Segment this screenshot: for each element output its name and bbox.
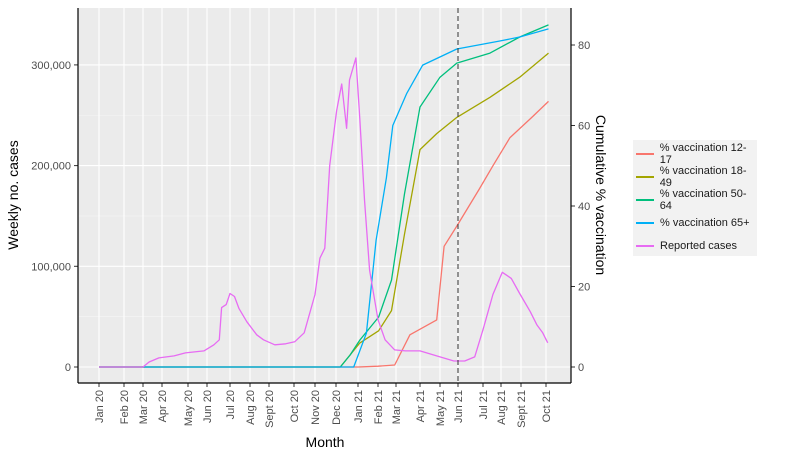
x-tick-label: Aug 21 bbox=[496, 390, 508, 425]
legend-item: Reported cases bbox=[633, 237, 737, 255]
x-tick-label: Jan 21 bbox=[353, 390, 365, 423]
x-tick-label: Apr 20 bbox=[157, 390, 169, 422]
x-tick-label: Jun 21 bbox=[453, 390, 465, 423]
x-tick-label: Mar 21 bbox=[391, 390, 403, 424]
y-axis-left-title: Weekly no. cases bbox=[5, 140, 21, 249]
legend-key bbox=[636, 176, 654, 178]
x-tick-label: Jun 20 bbox=[202, 390, 214, 423]
y-tick-label-left: 300,000 bbox=[31, 60, 71, 72]
legend-item: % vaccination 12-17 bbox=[633, 142, 757, 166]
legend-label: % vaccination 50-64 bbox=[659, 188, 747, 212]
x-axis-title: Month bbox=[306, 434, 345, 450]
x-tick-label: Oct 21 bbox=[541, 390, 553, 422]
y-tick-label-right: 20 bbox=[578, 282, 590, 294]
x-tick-label: Jul 20 bbox=[225, 390, 237, 419]
plot-panel bbox=[78, 8, 571, 383]
legend-key bbox=[636, 245, 654, 247]
x-tick-label: Dec 20 bbox=[331, 390, 343, 425]
legend-item: % vaccination 50-64 bbox=[633, 188, 757, 212]
legend-label: % vaccination 65+ bbox=[660, 217, 750, 229]
series-line-1 bbox=[99, 52, 549, 368]
x-tick-label: Jan 20 bbox=[94, 390, 106, 423]
x-tick-label: Oct 20 bbox=[289, 390, 301, 422]
legend-label: % vaccination 18-49 bbox=[659, 165, 747, 189]
y-tick-label-right: 0 bbox=[578, 362, 584, 374]
legend-key bbox=[636, 222, 654, 224]
x-tick-label: Sept 20 bbox=[264, 390, 276, 428]
legend-label: Reported cases bbox=[660, 240, 738, 252]
legend-key bbox=[636, 199, 654, 201]
legend-key bbox=[636, 153, 654, 155]
legend-item: % vaccination 18-49 bbox=[633, 165, 757, 189]
x-tick-label: Feb 21 bbox=[373, 390, 385, 424]
series-line-4 bbox=[99, 57, 549, 368]
legend: % vaccination 12-17% vaccination 18-49% … bbox=[633, 140, 757, 256]
x-tick-label: May 21 bbox=[435, 390, 447, 426]
x-tick-label: Aug 20 bbox=[245, 390, 257, 425]
x-tick-label: Apr 21 bbox=[415, 390, 427, 422]
y-tick-label-left: 200,000 bbox=[31, 161, 71, 173]
x-tick-label: May 20 bbox=[183, 390, 195, 426]
y-tick-label-left: 100,000 bbox=[31, 261, 71, 273]
series-line-2 bbox=[99, 24, 549, 368]
legend-label: % vaccination 12-17 bbox=[659, 142, 747, 166]
series-line-3 bbox=[99, 28, 549, 368]
series-line-0 bbox=[99, 100, 549, 368]
legend-item: % vaccination 65+ bbox=[633, 214, 750, 232]
x-tick-label: Mar 20 bbox=[138, 390, 150, 424]
y-tick-label-right: 40 bbox=[578, 201, 590, 213]
x-tick-label: Sept 21 bbox=[516, 390, 528, 428]
y-tick-label-right: 60 bbox=[578, 121, 590, 133]
x-tick-label: Nov 20 bbox=[310, 390, 322, 425]
y-tick-label-right: 80 bbox=[578, 40, 590, 52]
y-tick-label-left: 0 bbox=[65, 362, 71, 374]
x-tick-label: Feb 20 bbox=[119, 390, 131, 424]
y-axis-right-title: Cumulative % vaccination bbox=[593, 115, 609, 275]
x-tick-label: Jul 21 bbox=[478, 390, 490, 419]
